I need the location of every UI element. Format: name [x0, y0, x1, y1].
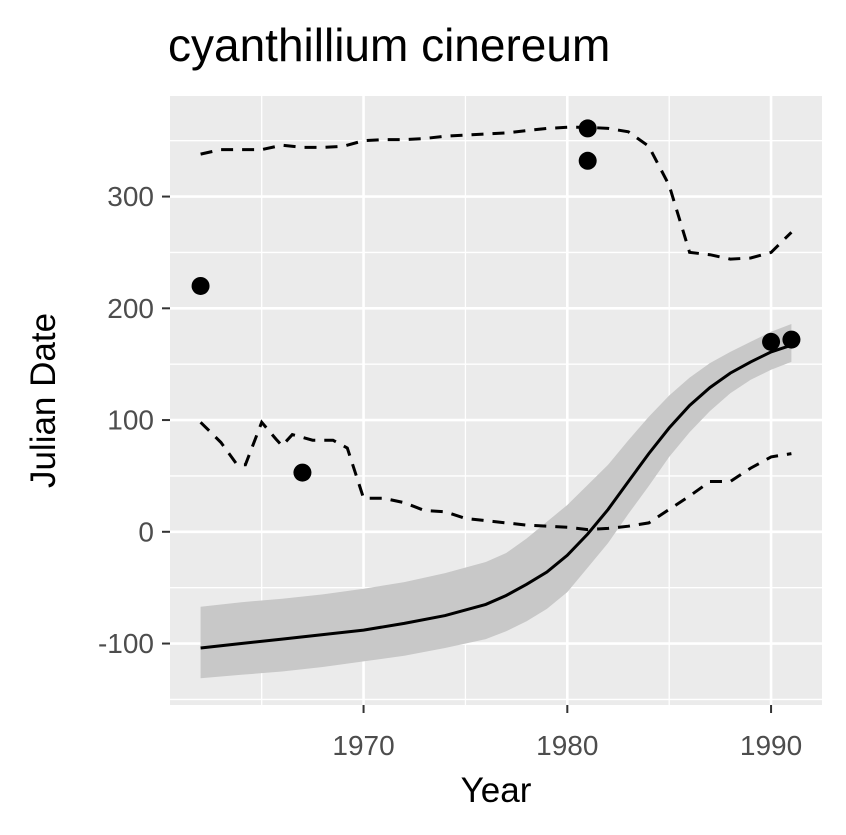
chart-title: cyanthillium cinereum: [168, 19, 611, 71]
x-axis: 1970 1980 1990: [332, 705, 802, 761]
y-tick-label: 0: [138, 516, 154, 547]
y-axis: -100 0 100 200 300: [98, 181, 170, 659]
y-tick-label: -100: [98, 628, 154, 659]
y-axis-title: Julian Date: [24, 313, 63, 488]
y-tick-label: 100: [107, 405, 154, 436]
y-tick-label: 200: [107, 293, 154, 324]
data-point: [293, 463, 312, 482]
fit-line: [200, 343, 792, 650]
data-point: [191, 276, 210, 295]
lower-quantile-line: [199, 419, 792, 532]
data-point: [578, 119, 597, 138]
x-axis-title: Year: [461, 771, 532, 810]
x-tick-label: 1970: [332, 730, 394, 761]
data-points: [191, 119, 801, 482]
data-point: [578, 151, 597, 170]
upper-quantile-line: [200, 125, 793, 261]
x-tick-label: 1980: [536, 730, 598, 761]
y-tick-label: 300: [107, 181, 154, 212]
data-point: [782, 330, 801, 349]
x-tick-label: 1990: [740, 730, 802, 761]
data-point: [762, 332, 781, 351]
